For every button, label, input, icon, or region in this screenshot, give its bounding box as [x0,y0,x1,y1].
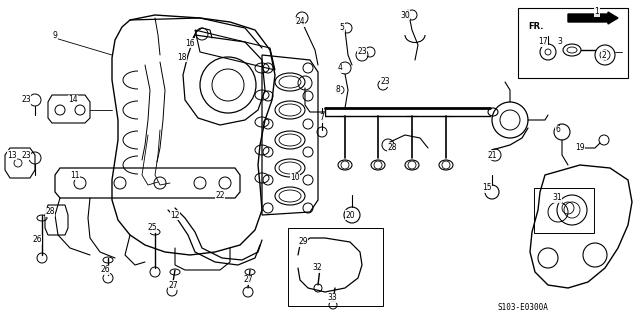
Bar [288,228,383,306]
Text: 6: 6 [556,125,561,135]
Text: 14: 14 [68,95,78,105]
Text: 28: 28 [387,144,397,152]
Text: 28: 28 [45,207,55,217]
Text: 4: 4 [337,63,342,72]
FancyArrow shape [568,12,618,24]
Text: 7: 7 [319,114,324,122]
Text: 13: 13 [7,151,17,160]
Text: 9: 9 [52,31,58,40]
Text: 26: 26 [32,235,42,244]
Text: 23: 23 [21,95,31,105]
Text: 23: 23 [21,151,31,160]
Text: 2: 2 [602,50,606,60]
Text: 16: 16 [185,39,195,48]
Bar [534,188,594,233]
Text: 30: 30 [400,11,410,19]
Text: 20: 20 [345,211,355,219]
Text: 15: 15 [482,183,492,192]
Text: 24: 24 [295,18,305,26]
Text: 19: 19 [575,144,585,152]
Text: 27: 27 [168,280,178,290]
Text: 25: 25 [147,224,157,233]
Bar [518,8,628,78]
Text: 10: 10 [290,174,300,182]
Text: 12: 12 [170,211,180,219]
Text: 3: 3 [557,38,563,47]
Text: 11: 11 [70,170,80,180]
Text: S103-E0300A: S103-E0300A [497,303,548,313]
Text: 5: 5 [340,24,344,33]
Text: 31: 31 [552,194,562,203]
Text: 21: 21 [487,151,497,160]
Text: FR.: FR. [528,22,543,31]
Text: 29: 29 [298,238,308,247]
Text: 33: 33 [327,293,337,302]
Text: 1: 1 [595,8,600,17]
Text: 22: 22 [215,190,225,199]
Text: 23: 23 [357,48,367,56]
Text: 32: 32 [312,263,322,272]
Text: 27: 27 [243,276,253,285]
Text: 18: 18 [177,53,187,62]
Text: 8: 8 [335,85,340,94]
Text: 26: 26 [100,265,110,275]
Text: 23: 23 [380,78,390,86]
Text: 17: 17 [538,38,548,47]
